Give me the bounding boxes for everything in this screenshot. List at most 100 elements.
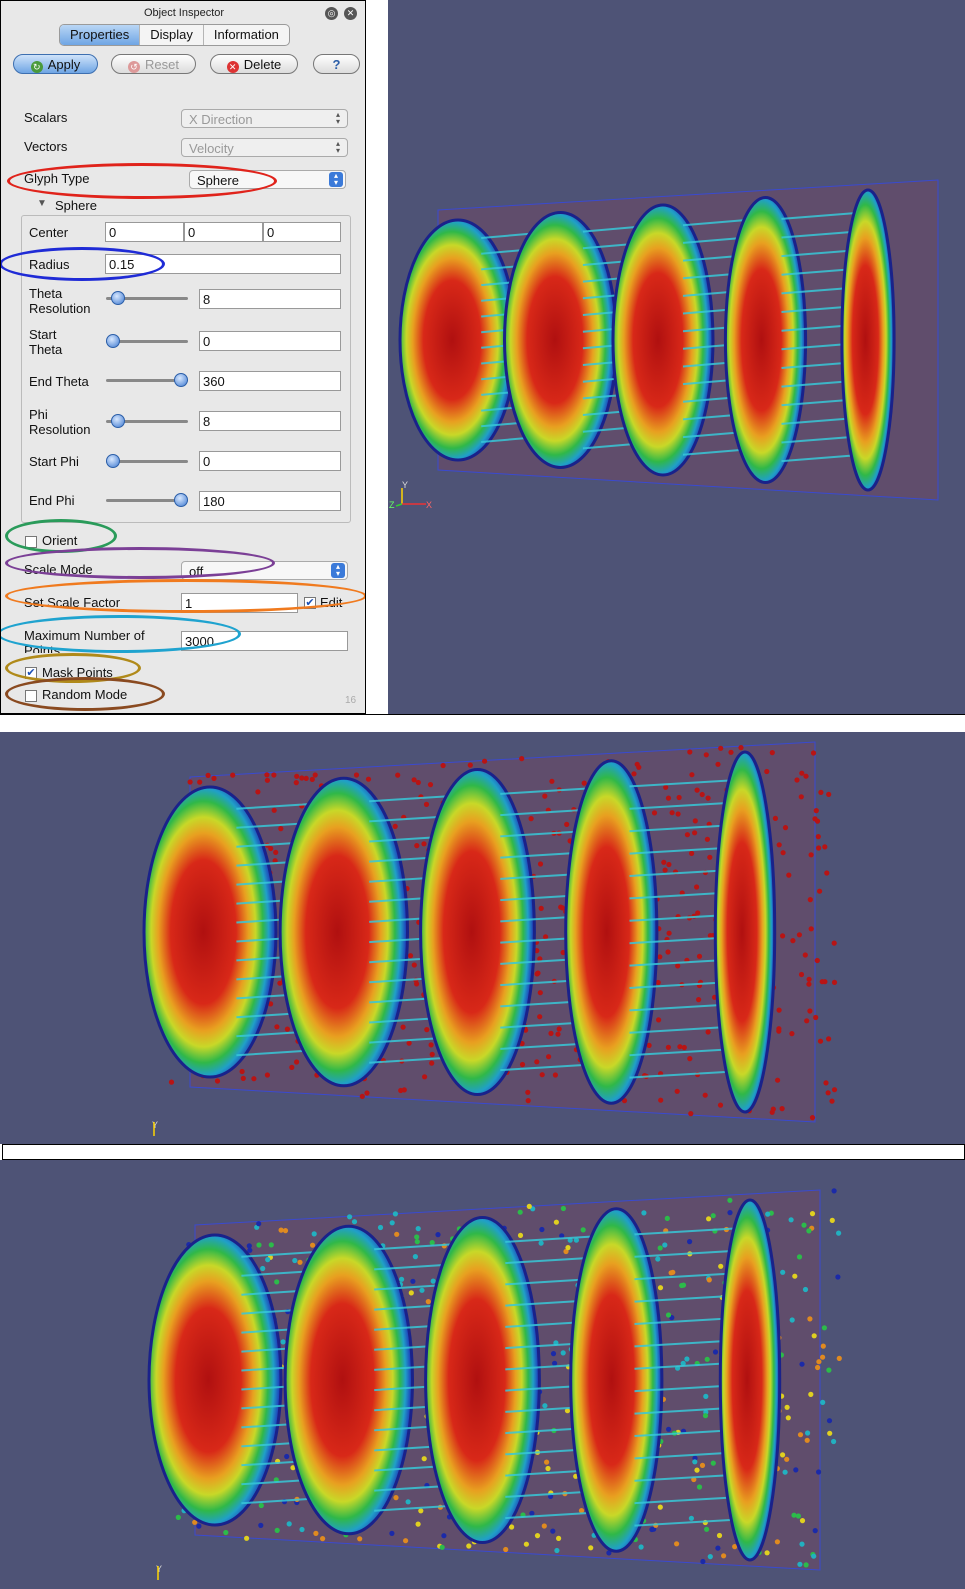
start-theta-field[interactable]: 0 xyxy=(199,331,341,351)
render-view-bottom[interactable]: Y xyxy=(0,1160,965,1589)
glyph-point xyxy=(247,1247,253,1253)
glyph-point xyxy=(826,1367,832,1373)
glyph-point xyxy=(657,1245,663,1251)
scalars-select[interactable]: X Direction ▴ ▾ xyxy=(181,109,348,128)
glyph-point xyxy=(776,842,782,848)
glyph-point xyxy=(377,1224,384,1231)
glyph-point xyxy=(707,854,713,860)
glyph-point xyxy=(799,770,805,776)
glyph-point xyxy=(284,1453,290,1460)
orient-checkbox[interactable] xyxy=(25,536,37,548)
glyph-point xyxy=(805,1430,811,1436)
glyph-point xyxy=(211,775,217,781)
help-button[interactable]: ? xyxy=(313,54,360,74)
glyph-point xyxy=(399,1276,405,1282)
apply-button[interactable]: ↻ Apply xyxy=(13,54,98,74)
updown-arrows-icon: ▴ ▾ xyxy=(331,563,345,578)
end-phi-slider[interactable] xyxy=(106,493,188,507)
glyph-point xyxy=(775,1077,781,1083)
glyph-type-select[interactable]: Sphere ▴ ▾ xyxy=(189,170,346,189)
glyph-point xyxy=(815,834,821,840)
glyph-point xyxy=(684,832,691,838)
theta-resolution-slider[interactable] xyxy=(106,291,188,305)
start-phi-field[interactable]: 0 xyxy=(199,451,341,471)
glyph-point xyxy=(780,933,786,939)
end-theta-slider[interactable] xyxy=(106,373,188,387)
disclosure-triangle-icon[interactable]: ▼ xyxy=(37,198,47,209)
slider-knob[interactable] xyxy=(106,334,120,348)
slider-knob[interactable] xyxy=(174,373,188,387)
glyph-point xyxy=(811,1553,817,1559)
glyph-point xyxy=(807,1316,813,1322)
slider-knob[interactable] xyxy=(106,454,120,468)
float-icon[interactable]: ◎ xyxy=(325,7,338,20)
glyph-point xyxy=(555,1031,561,1037)
render-view-middle[interactable]: Y xyxy=(0,732,965,1144)
glyph-point xyxy=(806,1228,812,1234)
vectors-select[interactable]: Velocity ▴ ▾ xyxy=(181,138,348,157)
glyph-point xyxy=(820,1343,826,1349)
glyph-point xyxy=(802,952,808,958)
scale-mode-value: off xyxy=(189,564,204,579)
glyph-point xyxy=(548,1030,554,1036)
phi-resolution-slider[interactable] xyxy=(106,414,188,428)
glyph-point xyxy=(294,773,300,779)
slider-knob[interactable] xyxy=(111,291,125,305)
mask-points-checkbox[interactable]: ✔ xyxy=(25,667,37,679)
glyph-point xyxy=(703,1393,709,1399)
close-icon[interactable]: ✕ xyxy=(344,7,357,20)
radius-label: Radius xyxy=(29,257,70,272)
edit-checkbox[interactable]: ✔ xyxy=(304,597,316,609)
tab-properties[interactable]: Properties xyxy=(60,25,141,45)
velocity-streamline xyxy=(629,846,732,855)
slider-knob[interactable] xyxy=(111,414,125,428)
center-z-field[interactable]: 0 xyxy=(263,222,341,242)
glyph-point xyxy=(789,1317,795,1323)
scale-mode-select[interactable]: off ▴ ▾ xyxy=(181,561,348,580)
glyph-point xyxy=(274,1279,280,1285)
random-mode-checkbox[interactable] xyxy=(25,690,37,702)
reset-button[interactable]: ↺ Reset xyxy=(111,54,196,74)
scale-factor-field[interactable]: 1 xyxy=(181,593,298,613)
delete-button[interactable]: ✕ Delete xyxy=(210,54,298,74)
glyph-point xyxy=(692,1459,698,1465)
glyph-point xyxy=(412,1254,418,1260)
glyph-point xyxy=(666,1426,672,1432)
glyph-point xyxy=(636,764,642,770)
glyph-point xyxy=(278,1227,284,1233)
center-x-field[interactable]: 0 xyxy=(105,222,184,242)
max-points-label: Maximum Number of Points xyxy=(24,628,145,653)
glyph-point xyxy=(264,777,270,783)
phi-resolution-field[interactable]: 8 xyxy=(199,411,341,431)
slider-track xyxy=(106,297,188,300)
end-theta-field[interactable]: 360 xyxy=(199,371,341,391)
glyph-point xyxy=(552,1072,559,1078)
slider-knob[interactable] xyxy=(174,493,188,507)
glyph-point xyxy=(710,1213,716,1219)
start-theta-label-1: Start xyxy=(29,327,57,342)
glyph-point xyxy=(482,758,488,764)
start-phi-slider[interactable] xyxy=(106,454,188,468)
theta-resolution-field[interactable]: 8 xyxy=(199,289,341,309)
end-phi-field[interactable]: 180 xyxy=(199,491,341,511)
tab-information[interactable]: Information xyxy=(213,27,279,42)
center-y-field[interactable]: 0 xyxy=(184,222,263,242)
glyph-point xyxy=(700,1558,706,1565)
axis-y-label: Y xyxy=(152,1120,159,1130)
glyph-point xyxy=(535,970,541,976)
max-points-field[interactable]: 3000 xyxy=(181,631,348,651)
render-view-top[interactable]: Y X Z xyxy=(388,0,965,714)
radius-field[interactable]: 0.15 xyxy=(105,254,341,274)
glyph-point xyxy=(280,1339,286,1345)
glyph-point xyxy=(799,1518,806,1524)
tab-display[interactable]: Display xyxy=(140,25,204,45)
glyph-point xyxy=(606,1550,612,1556)
glyph-point xyxy=(666,861,672,868)
glyph-point xyxy=(680,1360,686,1366)
glyph-point xyxy=(539,1226,545,1233)
start-theta-slider[interactable] xyxy=(106,334,188,348)
glyph-point xyxy=(441,1533,447,1539)
glyph-point xyxy=(835,1274,841,1280)
cylinder-glyph-render xyxy=(147,1188,842,1571)
glyph-point xyxy=(554,1547,560,1554)
